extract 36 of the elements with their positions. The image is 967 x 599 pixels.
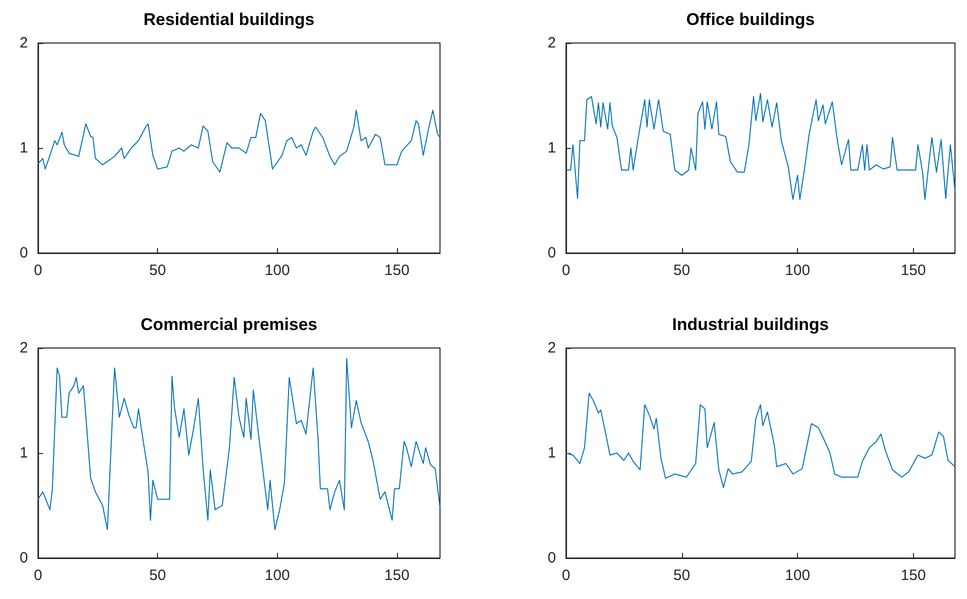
x-tick-label: 150 [900, 262, 926, 279]
x-tick-label: 100 [264, 262, 290, 279]
x-tick-label: 150 [384, 567, 410, 584]
chart-title: Residential buildings [144, 10, 314, 29]
chart-title: Office buildings [686, 10, 815, 29]
chart-title: Commercial premises [140, 315, 318, 334]
y-tick-label: 1 [20, 444, 28, 462]
y-tick-label: 2 [548, 340, 556, 356]
y-tick-label: 1 [548, 444, 556, 462]
x-tick-label: 0 [34, 567, 42, 584]
line-series [38, 110, 440, 173]
line-series [566, 392, 956, 488]
y-tick-label: 1 [548, 140, 556, 156]
x-tick-label: 50 [673, 567, 690, 584]
line-series [38, 358, 440, 530]
x-tick-label: 100 [785, 567, 810, 584]
x-tick-label: 150 [384, 262, 410, 279]
y-tick-label: 0 [20, 550, 28, 566]
y-tick-label: 1 [20, 140, 28, 156]
y-tick-label: 2 [548, 34, 556, 52]
x-tick-label: 100 [264, 567, 290, 584]
line-series [566, 92, 956, 200]
y-tick-label: 2 [20, 340, 28, 356]
x-tick-label: 100 [785, 262, 810, 279]
y-tick-label: 2 [20, 34, 28, 52]
x-tick-label: 0 [562, 567, 570, 584]
y-tick-label: 0 [20, 244, 28, 262]
x-tick-label: 0 [562, 262, 570, 279]
x-tick-label: 50 [149, 262, 166, 279]
y-tick-label: 0 [548, 550, 556, 566]
x-tick-label: 150 [900, 567, 926, 584]
y-tick-label: 0 [548, 244, 556, 262]
x-tick-label: 50 [149, 567, 166, 584]
x-tick-label: 0 [34, 262, 42, 279]
chart-title: Industrial buildings [672, 315, 829, 334]
x-tick-label: 50 [673, 262, 690, 279]
